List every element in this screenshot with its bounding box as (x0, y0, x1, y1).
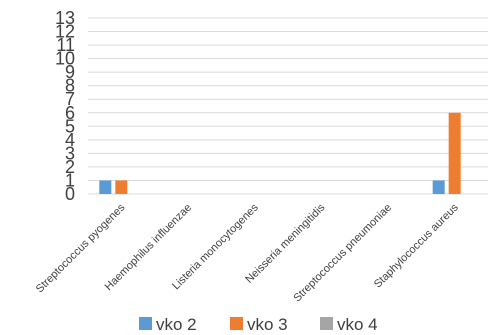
legend-swatch-vko-3 (230, 317, 243, 330)
y-tick-label: 10 (55, 49, 75, 69)
bar-vko-3-0 (115, 180, 128, 194)
y-tick-label: 9 (65, 62, 75, 82)
y-tick-label: 4 (65, 130, 75, 150)
y-tick-label: 7 (65, 89, 75, 109)
legend-label-vko-3: vko 3 (247, 315, 288, 334)
legend-label-vko-2: vko 2 (156, 315, 197, 334)
y-tick-label: 1 (65, 170, 75, 190)
y-tick-label: 12 (55, 22, 75, 42)
bar-vko-2-0 (99, 180, 112, 194)
legend: vko 2 vko 3 vko 4 (139, 315, 378, 334)
legend-swatch-vko-4 (320, 317, 333, 330)
y-tick-label: 8 (65, 76, 75, 96)
y-tick-label: 2 (65, 157, 75, 177)
y-tick-label: 11 (56, 35, 75, 55)
bars (99, 112, 461, 194)
y-tick-label: 5 (65, 116, 75, 136)
legend-label-vko-4: vko 4 (337, 315, 378, 334)
y-tick-label: 13 (55, 8, 75, 28)
y-tick-label: 3 (65, 143, 75, 163)
y-tick-label: 6 (65, 103, 75, 123)
bar-vko-3-5 (448, 112, 461, 194)
y-tick-label: 0 (65, 184, 75, 204)
legend-swatch-vko-2 (139, 317, 152, 330)
gridlines (88, 17, 488, 195)
bar-vko-2-5 (432, 180, 445, 194)
